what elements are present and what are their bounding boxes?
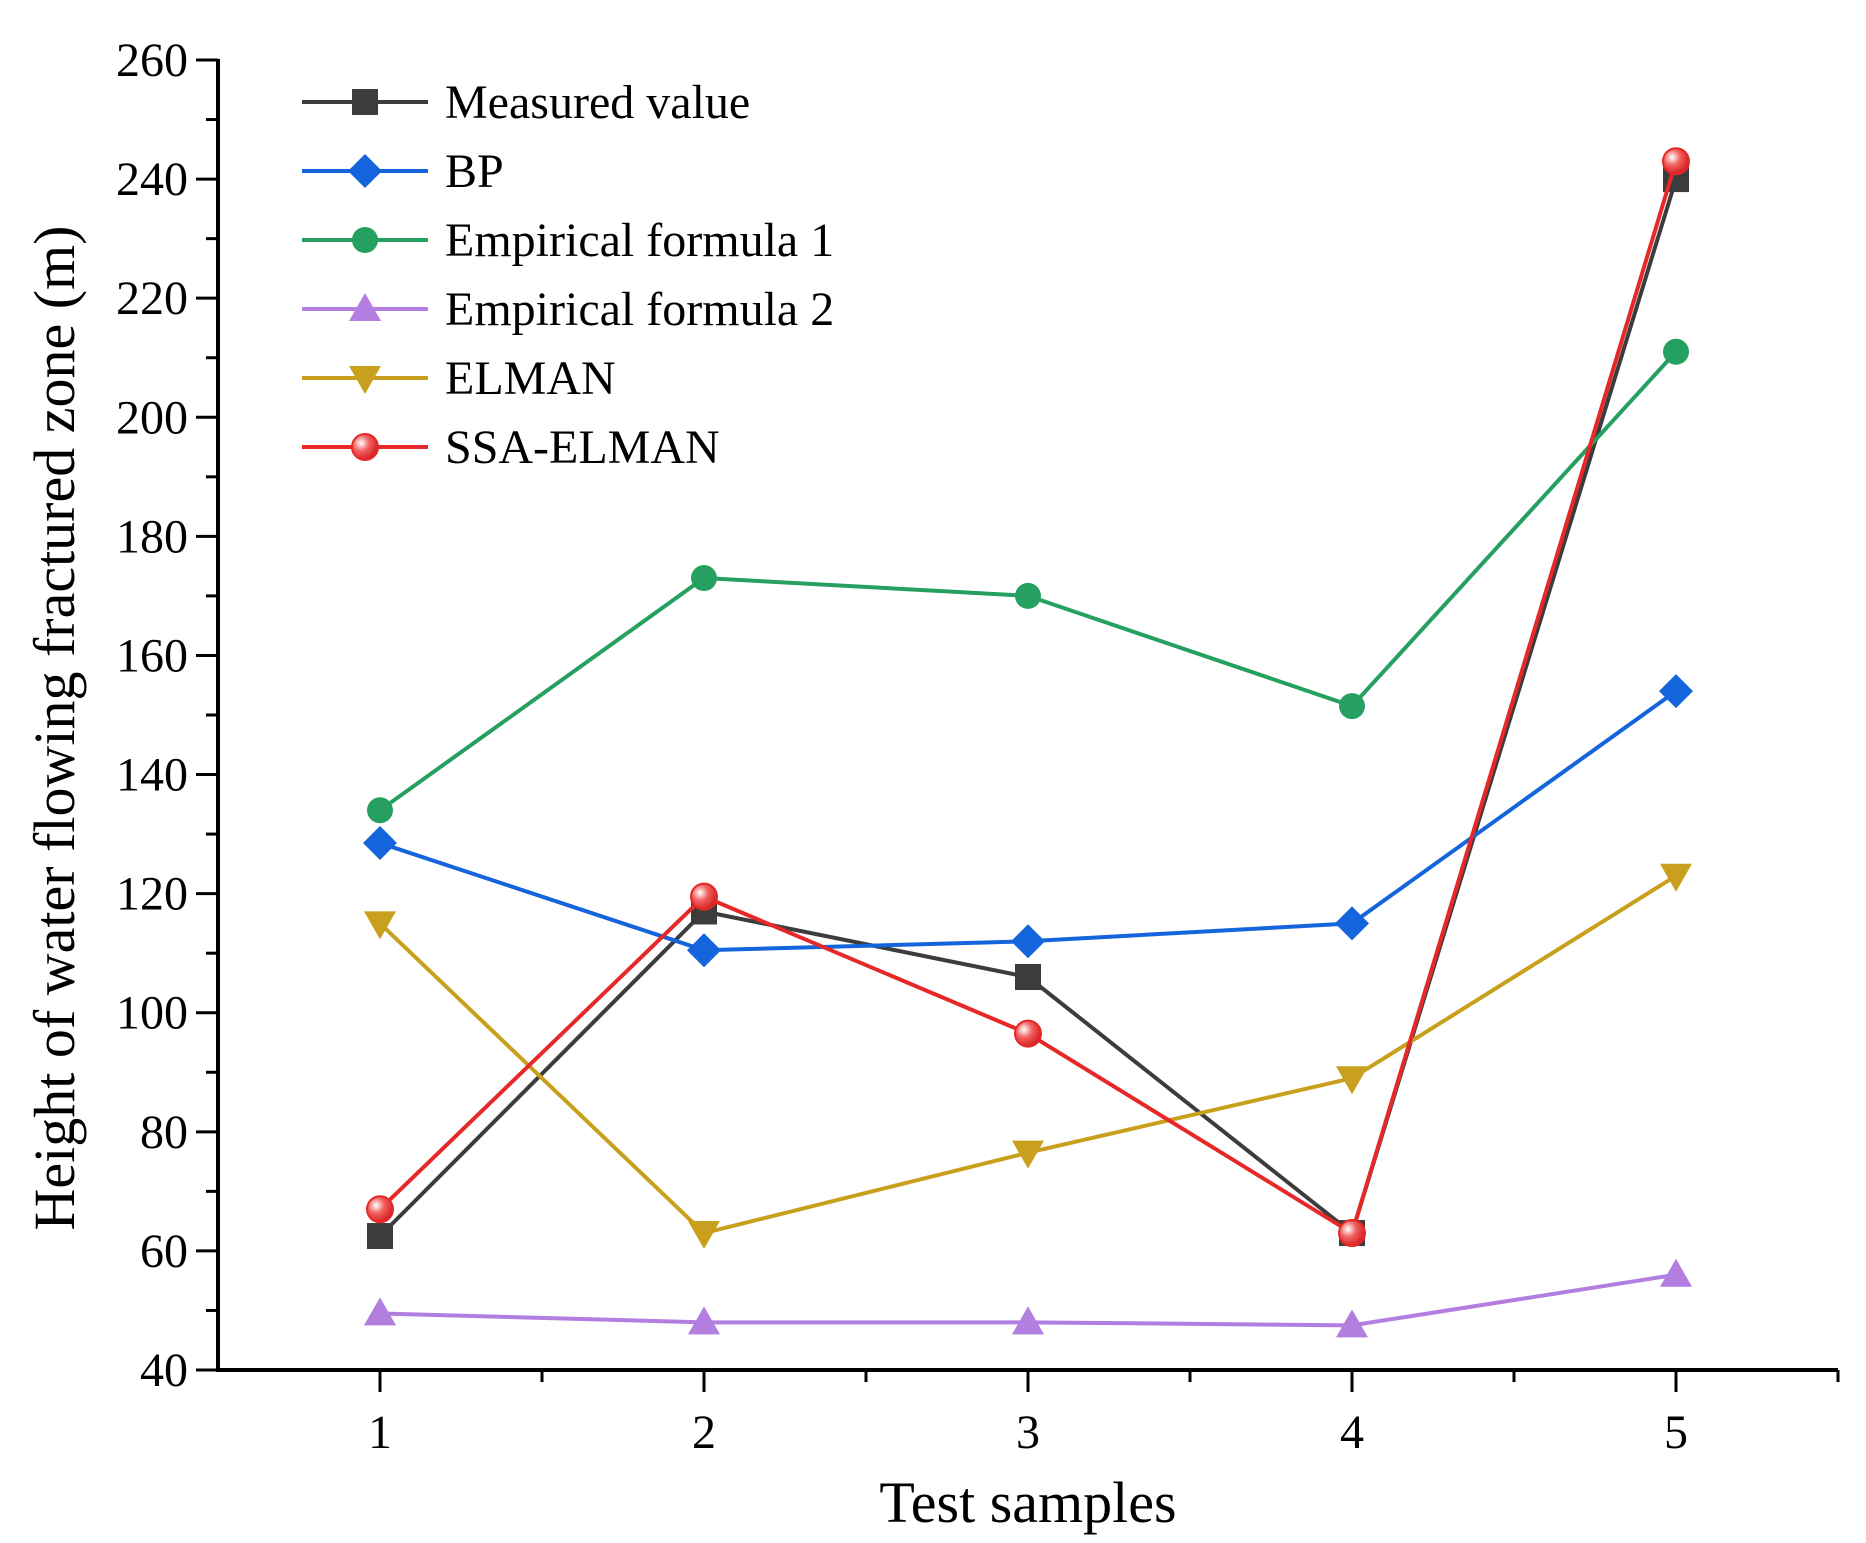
- data-point: [367, 797, 393, 824]
- legend-item: SSA-ELMAN: [302, 421, 720, 474]
- y-tick-label: 240: [116, 153, 188, 206]
- x-tick-label: 1: [368, 1406, 392, 1459]
- data-point: [364, 911, 396, 940]
- x-tick-label: 2: [692, 1406, 716, 1459]
- legend-label: ELMAN: [445, 352, 616, 405]
- data-point: [1663, 338, 1689, 365]
- y-tick-label: 160: [116, 629, 188, 682]
- series-ssa-elman: [366, 147, 1690, 1248]
- y-tick-label: 220: [116, 272, 188, 325]
- series-line: [378, 178, 1678, 1238]
- legend-marker: [349, 366, 381, 394]
- y-tick-label: 140: [116, 749, 188, 802]
- data-point: [688, 1306, 720, 1335]
- legend-label: SSA-ELMAN: [445, 421, 720, 474]
- series-elman: [364, 863, 1692, 1250]
- data-point: [1336, 1309, 1368, 1338]
- legend-marker: [348, 154, 382, 188]
- y-tick-label: 40: [140, 1344, 188, 1397]
- data-point: [691, 565, 717, 592]
- y-tick-label: 80: [140, 1106, 188, 1159]
- series-layer: [363, 147, 1693, 1338]
- data-point: [364, 1297, 396, 1326]
- legend-item: Empirical formula 2: [302, 283, 834, 336]
- x-tick-label: 4: [1340, 1406, 1364, 1459]
- data-point: [1015, 964, 1041, 990]
- data-point: [1339, 693, 1365, 720]
- data-point: [1014, 1019, 1042, 1048]
- series-line: [379, 689, 1678, 953]
- data-point: [367, 1223, 393, 1250]
- legend-label: Measured value: [445, 76, 750, 129]
- y-tick-label: 120: [116, 868, 188, 921]
- legend-marker: [352, 89, 378, 115]
- data-point: [1335, 906, 1369, 941]
- y-tick-label: 260: [116, 34, 188, 87]
- x-axis-title: Test samples: [879, 1470, 1176, 1535]
- y-tick-label: 200: [116, 391, 188, 444]
- legend-marker: [349, 293, 381, 321]
- y-tick-label: 180: [116, 510, 188, 563]
- legend-marker: [351, 433, 379, 461]
- series-empirical-formula-1: [367, 338, 1689, 824]
- data-point: [1659, 674, 1693, 709]
- x-tick-label: 5: [1664, 1406, 1688, 1459]
- data-point: [1015, 582, 1041, 609]
- y-tick-label: 60: [140, 1225, 188, 1278]
- series-empirical-formula-2: [364, 1258, 1692, 1338]
- axes: 40 60 80 100 120 140 160 180 200 220 240 260 1 2 3 4 5: [116, 34, 1840, 1459]
- legend-item: Measured value: [302, 76, 750, 129]
- data-point: [1660, 863, 1692, 892]
- legend-marker: [352, 227, 378, 253]
- legend-label: Empirical formula 2: [445, 283, 834, 336]
- legend-label: Empirical formula 1: [445, 214, 834, 267]
- data-point: [1662, 147, 1690, 176]
- legend: Measured value BP Empirical formula 1 Empir…: [302, 76, 834, 474]
- data-point: [688, 1221, 720, 1250]
- data-point: [1011, 924, 1045, 959]
- legend-item: Empirical formula 1: [302, 214, 834, 267]
- data-point: [690, 882, 718, 911]
- series-bp: [363, 674, 1693, 968]
- data-point: [366, 1195, 394, 1224]
- data-point: [1012, 1306, 1044, 1335]
- legend-label: BP: [445, 145, 504, 198]
- data-point: [1338, 1219, 1366, 1248]
- data-point: [1012, 1140, 1044, 1169]
- data-point: [363, 826, 397, 861]
- y-axis-title: Height of water flowing fractured zone (…: [22, 226, 87, 1231]
- data-point: [687, 933, 721, 968]
- data-point: [1660, 1258, 1692, 1287]
- x-tick-label: 3: [1016, 1406, 1040, 1459]
- legend-item: ELMAN: [302, 352, 616, 405]
- data-point: [1336, 1066, 1368, 1095]
- legend-item: BP: [302, 145, 504, 198]
- y-tick-label: 100: [116, 987, 188, 1040]
